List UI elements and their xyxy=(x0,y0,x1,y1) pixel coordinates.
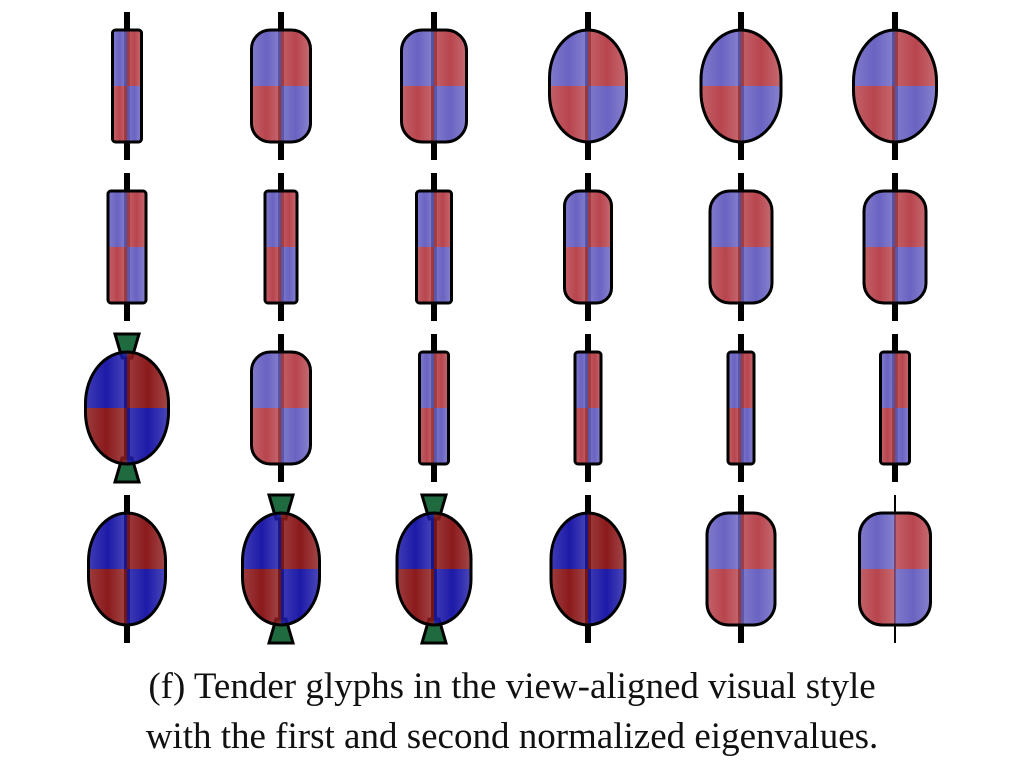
glyph-body xyxy=(250,350,312,466)
glyph-body xyxy=(726,350,756,466)
tensor-glyph xyxy=(395,493,473,645)
glyph-body xyxy=(549,511,627,627)
caption-line-2: with the first and second normalized eig… xyxy=(145,716,879,757)
tensor-glyph xyxy=(573,334,603,482)
tensor-glyph xyxy=(84,332,170,484)
caption-line-1: (f) Tender glyphs in the view-aligned vi… xyxy=(148,666,876,707)
glyph-body xyxy=(708,189,774,305)
glyph-body xyxy=(87,511,167,627)
tensor-glyph xyxy=(548,12,628,160)
glyph-body xyxy=(879,350,911,466)
glyph-body xyxy=(858,511,932,627)
glyph-body xyxy=(563,189,613,305)
tensor-glyph xyxy=(418,334,450,482)
tensor-glyph xyxy=(705,495,777,643)
tensor-glyph xyxy=(250,334,312,482)
glyph-body xyxy=(250,28,312,144)
glyph-body xyxy=(263,189,299,305)
tensor-glyph-grid xyxy=(84,12,938,645)
figure-caption: (f) Tender glyphs in the view-aligned vi… xyxy=(0,662,1024,762)
tensor-glyph xyxy=(549,495,627,643)
glyph-body xyxy=(84,350,170,466)
tensor-glyph xyxy=(563,173,613,321)
glyph-body xyxy=(415,189,453,305)
glyph-body xyxy=(106,189,148,305)
tensor-glyph xyxy=(400,12,468,160)
tensor-glyph xyxy=(879,334,911,482)
tensor-glyph xyxy=(263,173,299,321)
glyph-body xyxy=(699,28,783,144)
glyph-body xyxy=(852,28,938,144)
glyph-body xyxy=(418,350,450,466)
tensor-glyph xyxy=(708,173,774,321)
glyph-body xyxy=(705,511,777,627)
glyph-body xyxy=(395,511,473,627)
tensor-glyph xyxy=(241,493,321,645)
tensor-glyph xyxy=(852,12,938,160)
tensor-glyph xyxy=(111,12,143,160)
tensor-glyph xyxy=(862,173,928,321)
glyph-body xyxy=(400,28,468,144)
tensor-glyph xyxy=(726,334,756,482)
tensor-glyph xyxy=(106,173,148,321)
tensor-glyph xyxy=(87,495,167,643)
tensor-glyph xyxy=(858,495,932,643)
glyph-body xyxy=(111,28,143,144)
glyph-body xyxy=(548,28,628,144)
tensor-glyph xyxy=(415,173,453,321)
glyph-body xyxy=(573,350,603,466)
glyph-body xyxy=(241,511,321,627)
tensor-glyph xyxy=(250,12,312,160)
tensor-glyph xyxy=(699,12,783,160)
glyph-body xyxy=(862,189,928,305)
